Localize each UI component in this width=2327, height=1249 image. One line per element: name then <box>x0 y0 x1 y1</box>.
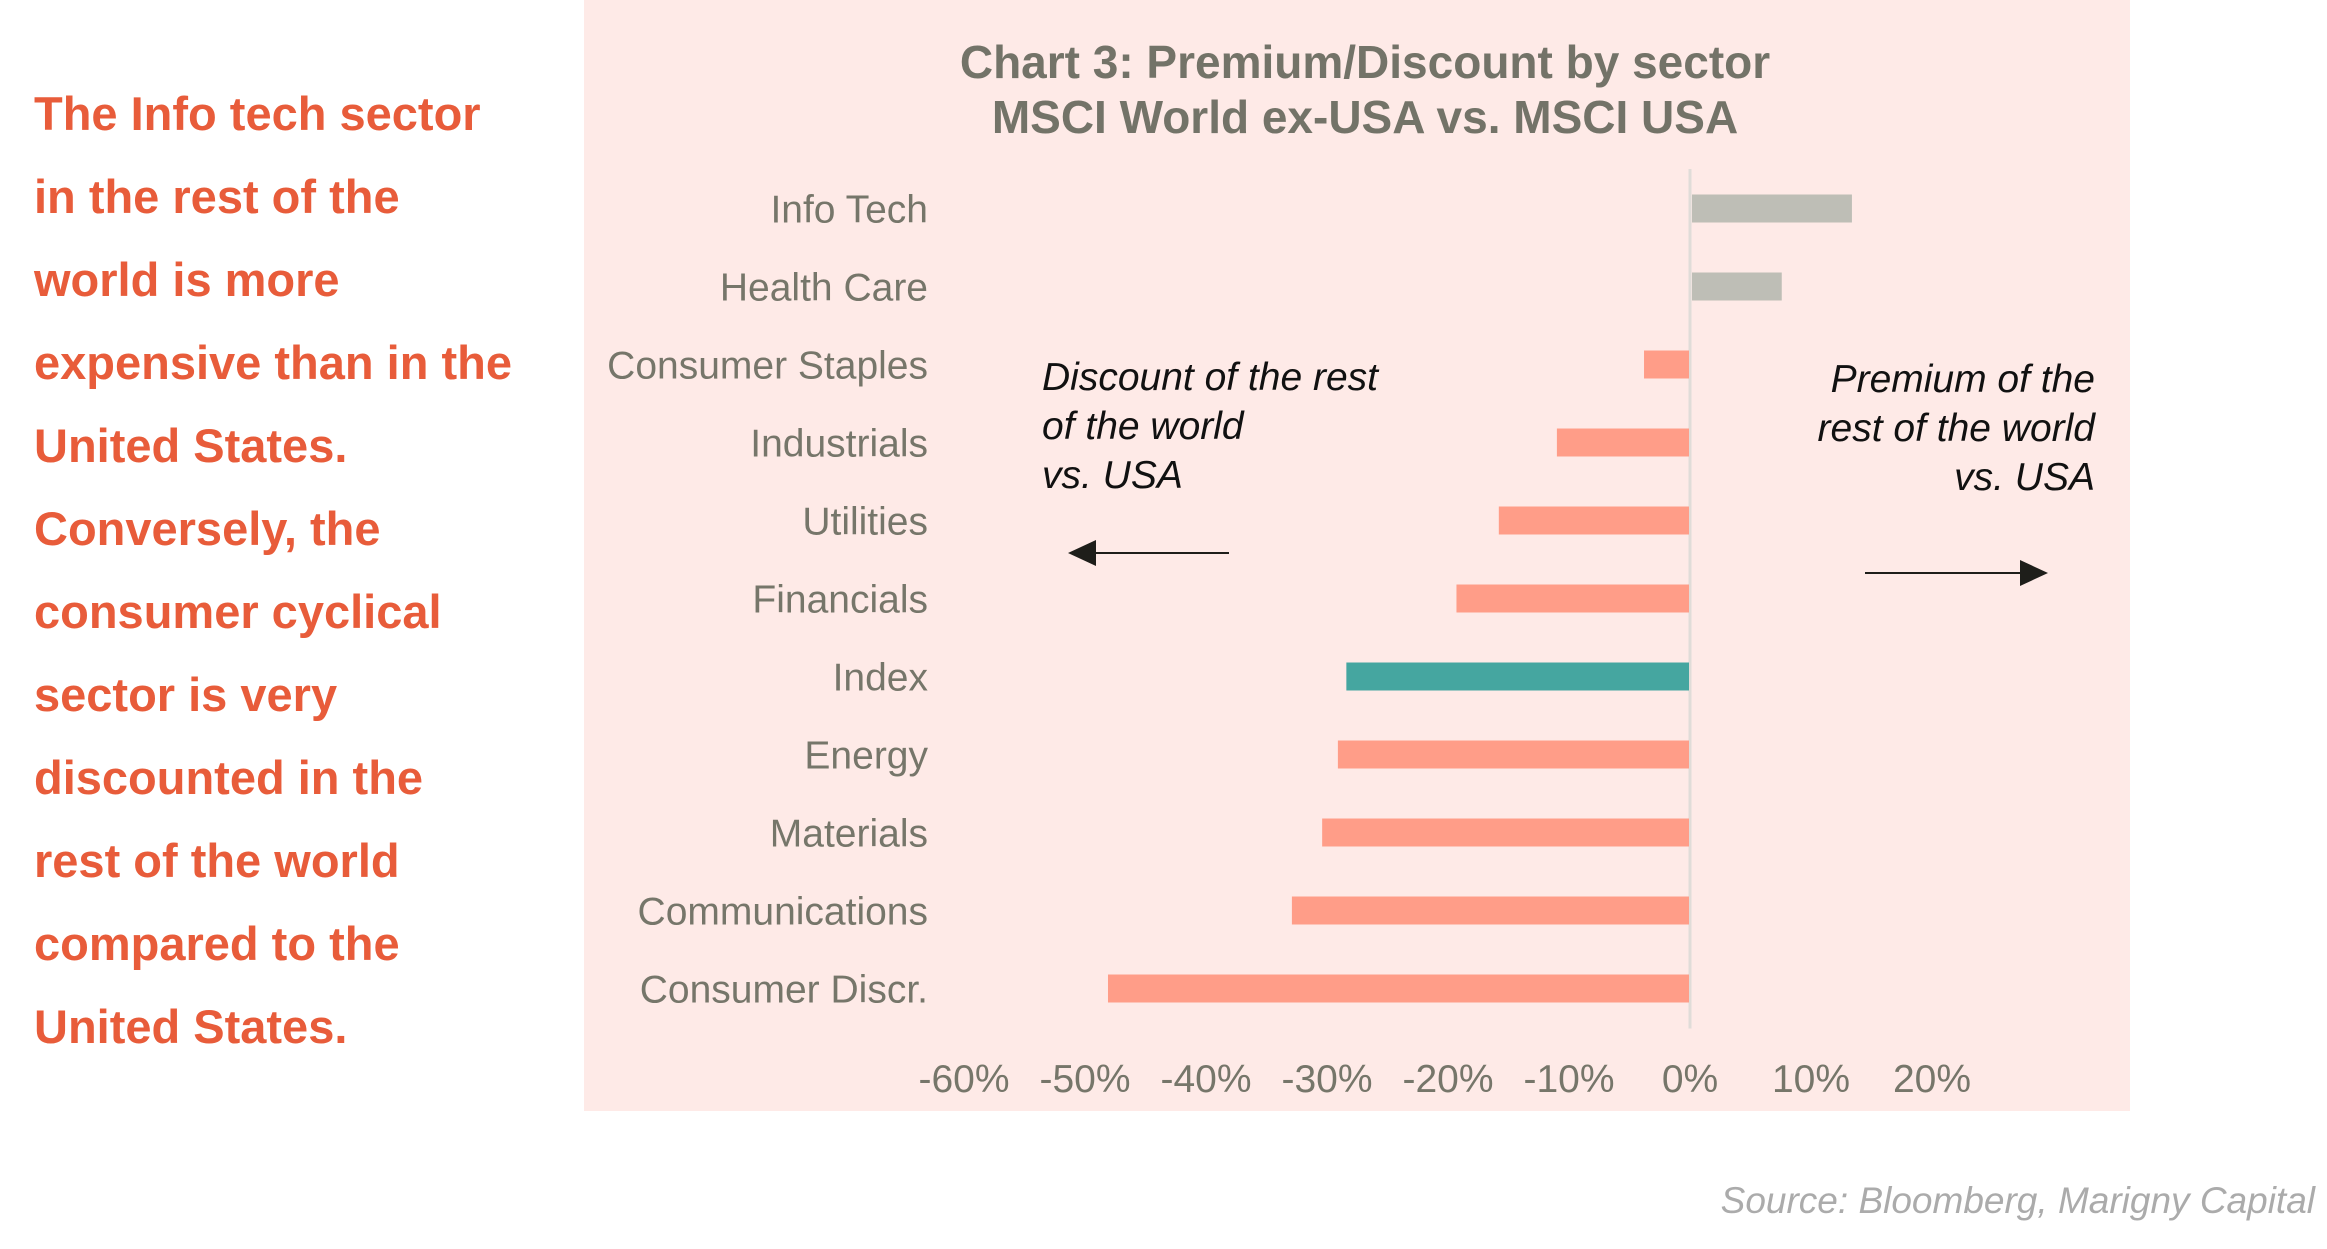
category-label: Consumer Staples <box>607 345 928 388</box>
bars-group <box>1107 169 1852 1029</box>
bar-info-tech <box>1692 194 1852 223</box>
annotations: Discount of the rest of the world vs. USA P… <box>1042 356 2096 586</box>
premium-annotation-line: vs. USA <box>1954 456 2095 499</box>
commentary-line: in the rest of the <box>34 170 400 223</box>
bar-consumer-discr <box>1107 974 1689 1003</box>
x-tick-label: 20% <box>1893 1058 1971 1101</box>
commentary-line: rest of the world <box>34 834 400 887</box>
category-label: Utilities <box>802 501 928 544</box>
bar-energy <box>1337 740 1689 769</box>
category-labels: Info Tech Health Care Consumer Staples Indu… <box>607 189 928 1012</box>
source-note: Source: Bloomberg, Marigny Capital <box>1720 1180 2315 1221</box>
commentary-line: world is more <box>34 253 340 306</box>
commentary-line: United States. <box>34 419 348 472</box>
commentary-line: discounted in the <box>34 751 424 804</box>
bar-consumer-staples <box>1644 350 1689 379</box>
left-arrow-icon <box>1068 540 1229 566</box>
x-tick-label: -30% <box>1281 1058 1372 1101</box>
commentary-line: consumer cyclical <box>34 585 442 638</box>
premium-annotation-line: Premium of the <box>1831 358 2095 401</box>
commentary-text: The Info tech sector in the rest of the wo… <box>34 72 574 1068</box>
commentary-line: Conversely, the <box>34 502 381 555</box>
commentary-line: compared to the <box>34 917 400 970</box>
x-tick-label: 10% <box>1772 1058 1850 1101</box>
chart-panel <box>584 0 2130 1111</box>
right-arrow-icon <box>1865 560 2048 586</box>
bar-communications <box>1291 896 1689 925</box>
chart-title: Chart 3: Premium/Discount by sector <box>960 36 1770 88</box>
x-tick-label: -10% <box>1523 1058 1614 1101</box>
category-label: Index <box>833 657 929 700</box>
discount-annotation-line: Discount of the rest <box>1042 356 1380 399</box>
bar-financials <box>1456 584 1689 613</box>
bar-health-care <box>1692 272 1782 301</box>
commentary-line: sector is very <box>34 668 338 721</box>
bar-materials <box>1322 818 1689 847</box>
x-tick-label: 0% <box>1662 1058 1718 1101</box>
x-tick-labels: -60% -50% -40% -30% -20% -10% 0% 10% 20% <box>918 1058 1971 1101</box>
discount-annotation-line: of the world <box>1042 405 1245 448</box>
category-label: Materials <box>770 813 928 856</box>
category-label: Energy <box>804 735 928 778</box>
premium-annotation-line: rest of the world <box>1818 407 2097 450</box>
category-label: Info Tech <box>770 189 928 232</box>
commentary-line: United States. <box>34 1000 348 1053</box>
commentary-line: expensive than in the <box>34 336 512 389</box>
commentary-line: The Info tech sector <box>34 87 481 140</box>
category-label: Health Care <box>720 267 928 310</box>
category-label: Financials <box>752 579 928 622</box>
bar-index <box>1346 662 1689 691</box>
x-tick-label: -50% <box>1039 1058 1130 1101</box>
category-label: Industrials <box>750 423 928 466</box>
chart-subtitle: MSCI World ex-USA vs. MSCI USA <box>992 91 1738 143</box>
x-tick-label: -40% <box>1160 1058 1251 1101</box>
category-label: Consumer Discr. <box>640 969 928 1012</box>
bar-utilities <box>1498 506 1689 535</box>
x-tick-label: -20% <box>1402 1058 1493 1101</box>
category-label: Communications <box>638 891 928 934</box>
discount-annotation-line: vs. USA <box>1042 454 1183 497</box>
x-tick-label: -60% <box>918 1058 1009 1101</box>
bar-industrials <box>1556 428 1689 457</box>
